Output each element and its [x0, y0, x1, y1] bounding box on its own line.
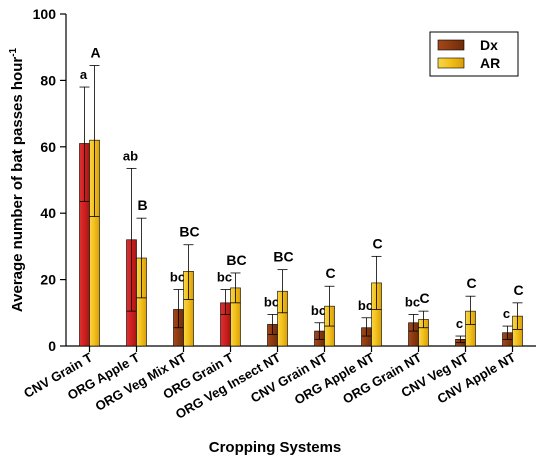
letter-label-ar: BC	[226, 252, 246, 268]
y-tick-label: 20	[40, 272, 56, 288]
letter-label-ar: C	[419, 290, 429, 306]
legend-label-ar: AR	[480, 55, 500, 71]
letter-label-ar: BC	[273, 249, 293, 265]
letter-label-dx: ab	[123, 148, 138, 163]
y-tick-label: 0	[48, 338, 56, 354]
letter-label-dx: bc	[264, 294, 279, 309]
y-tick-label: 40	[40, 205, 56, 221]
letter-label-ar: A	[90, 44, 100, 60]
letter-label-dx: bc	[405, 294, 420, 309]
letter-label-dx: a	[80, 67, 88, 82]
y-axis-title: Average number of bat passes hour-1	[8, 47, 26, 312]
legend-swatch-dx	[437, 39, 465, 51]
letter-label-ar: B	[137, 197, 147, 213]
letter-label-dx: c	[503, 306, 510, 321]
letter-label-dx: bc	[217, 270, 232, 285]
letter-label-ar: BC	[179, 224, 199, 240]
y-tick-label: 80	[40, 72, 56, 88]
legend-box	[429, 31, 519, 77]
x-axis-title: Cropping Systems	[208, 439, 342, 456]
letter-label-ar: C	[325, 265, 335, 281]
letter-label-dx: bc	[170, 270, 185, 285]
y-tick-label: 100	[33, 6, 57, 22]
legend-swatch-ar	[437, 57, 465, 69]
letter-label-dx: bc	[358, 298, 373, 313]
x-tick-label: ORG Apple NT	[292, 350, 377, 408]
legend-label-dx: Dx	[480, 37, 498, 53]
letter-label-ar: C	[466, 275, 476, 291]
letter-label-dx: bc	[311, 303, 326, 318]
letter-label-ar: C	[513, 282, 523, 298]
letter-label-dx: c	[456, 316, 463, 331]
y-tick-label: 60	[40, 139, 56, 155]
letter-label-ar: C	[372, 235, 382, 251]
